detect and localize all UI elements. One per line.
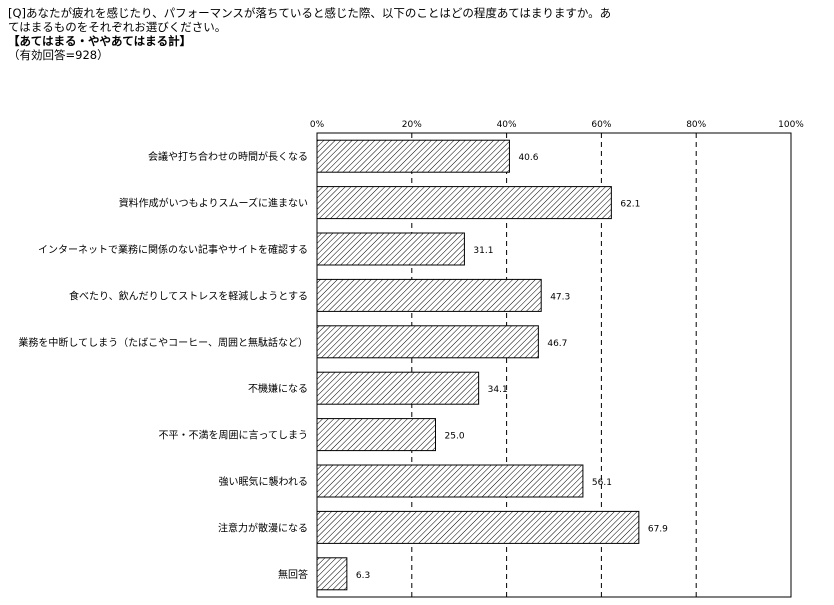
bar — [316, 464, 584, 498]
question-text-line1: [Q]あなたが疲れを感じたり、パフォーマンスが落ちていると感じた際、以下のことは… — [8, 6, 612, 20]
category-label: 資料作成がいつもよりスムーズに進まない — [119, 197, 308, 210]
value-label: 34.1 — [488, 385, 508, 395]
question-header: [Q]あなたが疲れを感じたり、パフォーマンスが落ちていると感じた際、以下のことは… — [8, 6, 808, 62]
bar — [316, 186, 612, 220]
category-label: 業務を中断してしまう（たばこやコーヒー、周囲と無駄話など） — [18, 336, 308, 349]
value-label: 62.1 — [620, 200, 640, 210]
value-label: 25.0 — [445, 432, 465, 442]
category-label: 不平・不満を周囲に言ってしまう — [159, 429, 309, 442]
grid-lines — [316, 132, 792, 598]
category-label: 無回答 — [278, 568, 308, 581]
bar — [316, 510, 640, 544]
bar — [316, 278, 542, 312]
x-tick-label: 40% — [497, 120, 517, 130]
x-axis-ticks: 0% 20% 40% 60% 80% 100% — [310, 120, 804, 130]
bar — [316, 325, 539, 359]
category-label: 会議や打ち合わせの時間が長くなる — [148, 150, 308, 163]
category-label: 食べたり、飲んだりしてストレスを軽減しようとする — [69, 289, 308, 302]
bar — [316, 418, 436, 452]
category-labels: 会議や打ち合わせの時間が長くなる資料作成がいつもよりスムーズに進まないインターネ… — [18, 150, 308, 581]
value-label: 47.3 — [550, 292, 570, 302]
x-tick-label: 100% — [778, 120, 804, 130]
value-label: 56.1 — [592, 478, 612, 488]
x-tick-label: 0% — [310, 120, 325, 130]
value-label: 31.1 — [473, 246, 493, 256]
x-tick-label: 80% — [686, 120, 706, 130]
bars — [316, 139, 640, 591]
x-tick-label: 20% — [402, 120, 422, 130]
plot-frame — [316, 132, 792, 598]
category-label: 注意力が散漫になる — [218, 521, 308, 534]
bar — [316, 232, 465, 266]
category-label: 強い眠気に襲われる — [219, 475, 309, 488]
value-labels: 40.6 62.1 31.1 47.3 46.7 34.1 25.0 56.1 67.9 6.3 — [356, 153, 668, 581]
value-label: 40.6 — [518, 153, 538, 163]
category-label: 不機嫌になる — [248, 382, 308, 395]
value-label: 6.3 — [356, 571, 370, 581]
chart-subtitle: 【あてはまる・ややあてはまる計】 — [8, 34, 192, 48]
category-label: インターネットで業務に関係のない記事やサイトを確認する — [38, 243, 308, 256]
x-tick-label: 60% — [591, 120, 611, 130]
respondent-count-note: （有効回答=928） — [8, 48, 109, 62]
bar — [316, 371, 480, 405]
bar — [316, 139, 510, 173]
bar — [316, 557, 348, 591]
value-label: 46.7 — [547, 339, 567, 349]
value-label: 67.9 — [648, 524, 668, 534]
question-text-line2: てはまるものをそれぞれお選びください。 — [8, 20, 227, 34]
